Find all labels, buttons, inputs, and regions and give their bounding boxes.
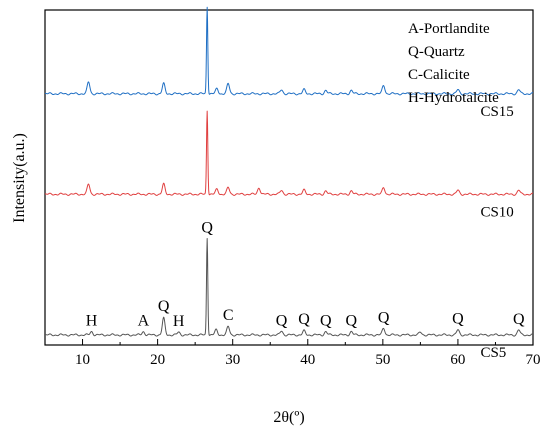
x-axis-label: 2θ(º)	[273, 409, 304, 426]
plot-frame	[44, 9, 534, 346]
series-label-cs10: CS10	[480, 204, 513, 220]
legend: A-Portlandite Q-Quartz C-Calicite H-Hydrota…	[408, 21, 499, 106]
peak-annotation: Q	[320, 312, 332, 329]
x-tick-label: 60	[450, 352, 465, 368]
peak-annotation: Q	[452, 311, 464, 328]
series-layer	[44, 6, 534, 337]
legend-entry: C-Calicite	[408, 67, 470, 83]
peak-annotation: Q	[346, 312, 358, 329]
series-label-cs15: CS15	[480, 104, 513, 120]
y-axis-label: Intensity(a.u.)	[11, 133, 28, 223]
x-tick-label: 70	[526, 352, 541, 368]
x-tick-label: 10	[75, 352, 90, 368]
series-line-cs15	[44, 6, 534, 96]
peak-annotation: H	[86, 312, 98, 329]
series-label-cs5: CS5	[480, 345, 506, 361]
peak-annotation: H	[173, 313, 185, 330]
x-tick-label: 50	[375, 352, 390, 368]
x-tick-layer: 10 20 30 40 50 60 70	[44, 339, 541, 368]
x-tick-label: 20	[150, 352, 165, 368]
peak-annotation: Q	[158, 298, 170, 315]
peak-annotation: A	[138, 313, 150, 330]
peak-annotation: C	[223, 307, 234, 324]
legend-entry: H-Hydrotalcite	[408, 90, 499, 106]
series-label-layer: CS15 CS10 CS5	[480, 104, 513, 361]
peak-annotation: Q	[513, 311, 525, 328]
peak-annotation: Q	[276, 312, 288, 329]
series-line-cs10	[44, 110, 534, 196]
legend-entry: A-Portlandite	[408, 21, 490, 37]
x-tick-label: 30	[225, 352, 240, 368]
peak-annotation: Q	[201, 219, 213, 236]
legend-entry: Q-Quartz	[408, 44, 465, 60]
peak-annotation: Q	[298, 311, 310, 328]
series-line-cs5	[44, 237, 534, 337]
peak-annotation: Q	[378, 309, 390, 326]
x-tick-label: 40	[300, 352, 315, 368]
